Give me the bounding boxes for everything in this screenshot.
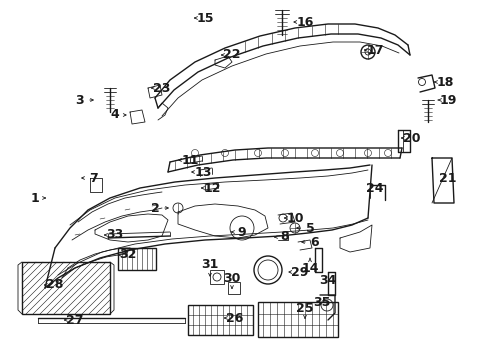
Text: 34: 34: [319, 274, 336, 287]
Text: 5: 5: [305, 221, 314, 234]
Bar: [187, 305, 252, 335]
Text: 31: 31: [201, 258, 218, 271]
Text: 22: 22: [223, 49, 240, 62]
Text: 26: 26: [226, 311, 243, 324]
Text: 27: 27: [66, 314, 83, 327]
Text: 13: 13: [194, 166, 211, 179]
Text: 20: 20: [403, 131, 420, 144]
Bar: [227, 282, 240, 294]
Text: 11: 11: [181, 153, 198, 166]
Text: 24: 24: [366, 181, 383, 194]
Text: 2: 2: [150, 202, 159, 215]
Text: 30: 30: [223, 271, 240, 284]
Bar: [258, 302, 337, 337]
Bar: [118, 248, 156, 270]
Text: 8: 8: [280, 230, 289, 243]
Text: 6: 6: [310, 235, 319, 248]
Text: 18: 18: [435, 76, 453, 89]
Text: 28: 28: [46, 279, 63, 292]
Text: 35: 35: [313, 296, 330, 309]
Text: 29: 29: [291, 266, 308, 279]
Text: 21: 21: [438, 171, 456, 184]
Text: 9: 9: [237, 225, 246, 238]
Text: 10: 10: [285, 211, 303, 225]
Text: 32: 32: [119, 248, 137, 261]
Text: 23: 23: [153, 81, 170, 94]
Text: 17: 17: [366, 44, 383, 57]
Bar: [209, 270, 224, 284]
Text: 19: 19: [438, 94, 456, 107]
Text: 16: 16: [296, 15, 313, 28]
Text: 1: 1: [31, 192, 40, 204]
Text: 15: 15: [196, 12, 213, 24]
Text: 4: 4: [110, 108, 119, 122]
Bar: [22, 262, 110, 314]
Text: 33: 33: [106, 229, 123, 242]
Text: 12: 12: [203, 181, 220, 194]
Text: 25: 25: [296, 302, 313, 315]
Text: 14: 14: [301, 261, 318, 274]
Text: 7: 7: [88, 171, 97, 184]
Text: 3: 3: [76, 94, 84, 107]
